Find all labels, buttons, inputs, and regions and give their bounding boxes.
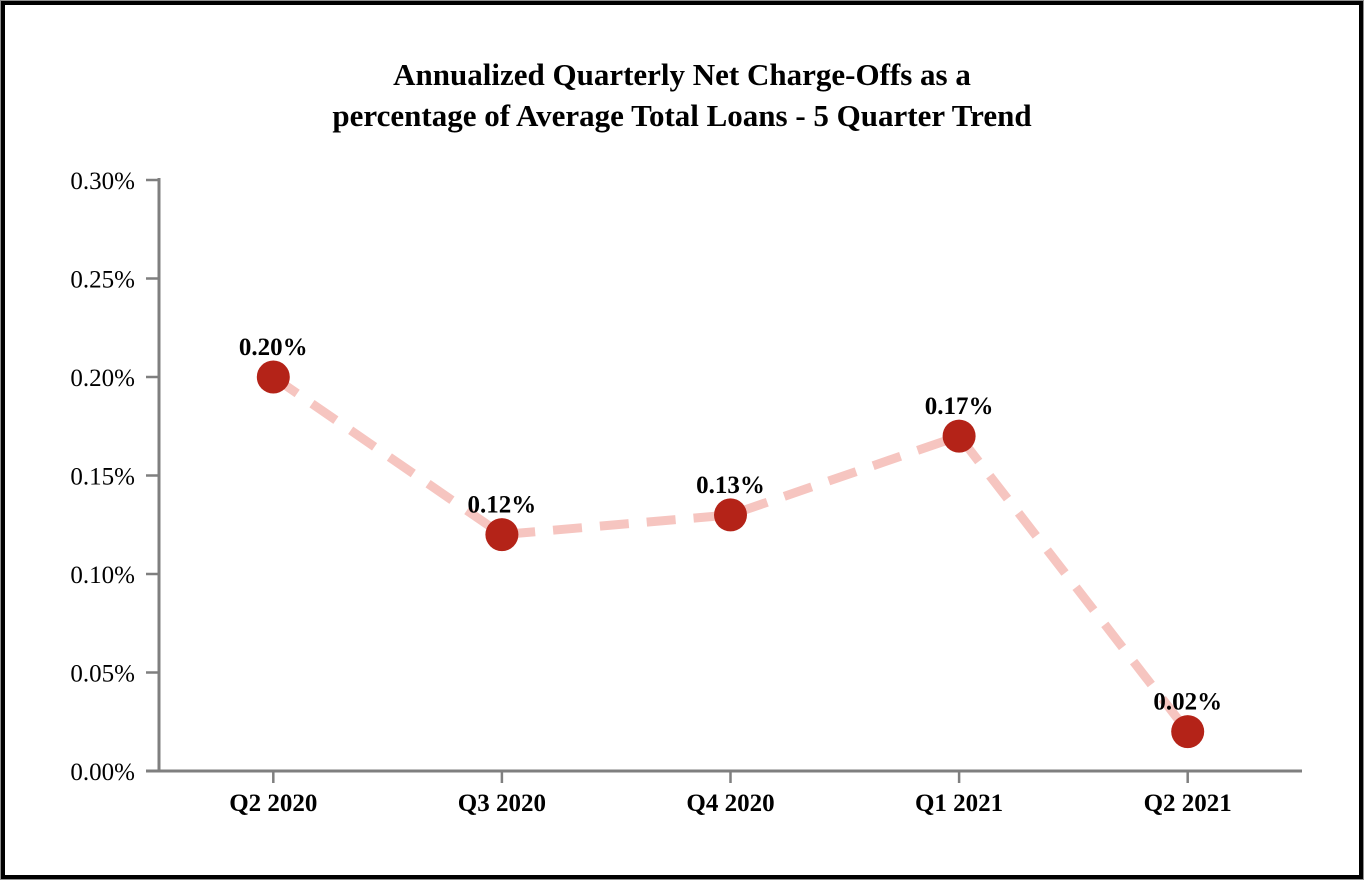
data-point-marker (942, 419, 976, 453)
data-point-marker (1171, 715, 1205, 749)
data-point-marker (485, 518, 519, 552)
chart-title: Annualized Quarterly Net Charge-Offs as … (0, 54, 1364, 136)
y-tick-label: 0.20% (70, 365, 135, 392)
data-point-label: 0.13% (696, 472, 765, 499)
y-tick-label: 0.05% (70, 661, 135, 688)
data-point-label: 0.02% (1153, 689, 1222, 716)
x-tick-label: Q3 2020 (458, 790, 546, 817)
y-tick-label: 0.00% (70, 759, 135, 786)
data-point-label: 0.20% (239, 334, 308, 361)
y-tick-label: 0.15% (70, 464, 135, 491)
data-point-label: 0.12% (468, 492, 537, 519)
x-tick-label: Q2 2020 (229, 790, 317, 817)
chart-title-line-1: Annualized Quarterly Net Charge-Offs as … (393, 57, 971, 92)
y-tick-label: 0.10% (70, 562, 135, 589)
data-point-marker (714, 498, 747, 532)
y-tick-label: 0.25% (70, 267, 135, 294)
y-tick-label: 0.30% (70, 168, 135, 195)
x-tick-label: Q4 2020 (686, 790, 774, 817)
trend-line (270, 373, 1192, 735)
data-point-label: 0.17% (925, 393, 994, 420)
data-point-marker (256, 360, 290, 394)
x-tick-label: Q2 2021 (1144, 790, 1232, 817)
chart-title-line-2: percentage of Average Total Loans - 5 Qu… (332, 98, 1032, 133)
x-tick-label: Q1 2021 (915, 790, 1003, 817)
